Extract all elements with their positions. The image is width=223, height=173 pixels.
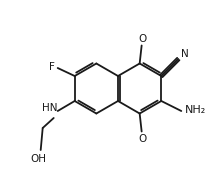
Text: HN: HN [42, 103, 58, 113]
Text: O: O [138, 34, 147, 43]
Text: F: F [49, 62, 55, 72]
Text: NH₂: NH₂ [185, 105, 206, 115]
Text: N: N [182, 49, 189, 59]
Text: O: O [138, 134, 147, 143]
Text: OH: OH [31, 154, 47, 164]
